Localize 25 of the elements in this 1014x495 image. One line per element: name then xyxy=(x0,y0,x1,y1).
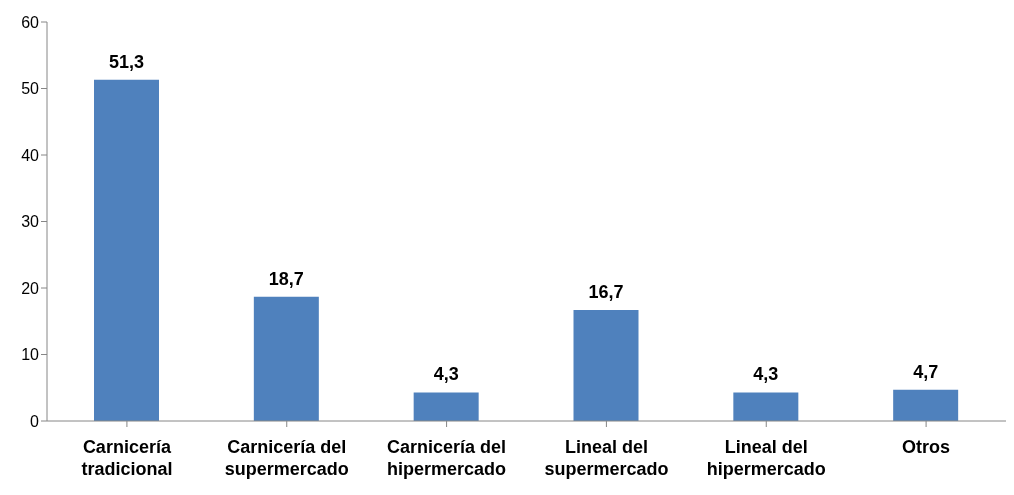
data-label: 18,7 xyxy=(268,268,304,289)
data-label: 16,7 xyxy=(588,281,624,302)
y-tick-label: 40 xyxy=(21,146,40,164)
x-tick-label: Carnicería tradicional xyxy=(81,437,173,479)
bar xyxy=(733,392,799,421)
bar xyxy=(413,392,479,421)
y-tick-label: 50 xyxy=(21,80,40,98)
x-tick-label: Lineal del supermercado xyxy=(544,437,669,479)
y-tick-label: 30 xyxy=(21,213,40,231)
x-tick-label: Otros xyxy=(902,437,951,457)
x-tick-label: Carnicería del supermercado xyxy=(224,437,349,479)
y-tick-label: 0 xyxy=(30,412,40,430)
data-label: 4,3 xyxy=(433,364,459,385)
data-label: 4,3 xyxy=(753,364,779,385)
y-tick-label: 10 xyxy=(21,346,40,364)
x-tick-label: Carnicería del hipermercado xyxy=(387,437,507,479)
x-tick-label: Lineal del hipermercado xyxy=(706,437,826,479)
data-label: 51,3 xyxy=(108,51,145,72)
bar xyxy=(573,309,639,421)
y-tick-label: 60 xyxy=(21,13,40,31)
y-tick-label: 20 xyxy=(21,279,40,297)
bar xyxy=(893,389,959,421)
bar xyxy=(94,79,159,421)
data-label: 4,7 xyxy=(913,361,939,382)
bar xyxy=(253,296,319,421)
